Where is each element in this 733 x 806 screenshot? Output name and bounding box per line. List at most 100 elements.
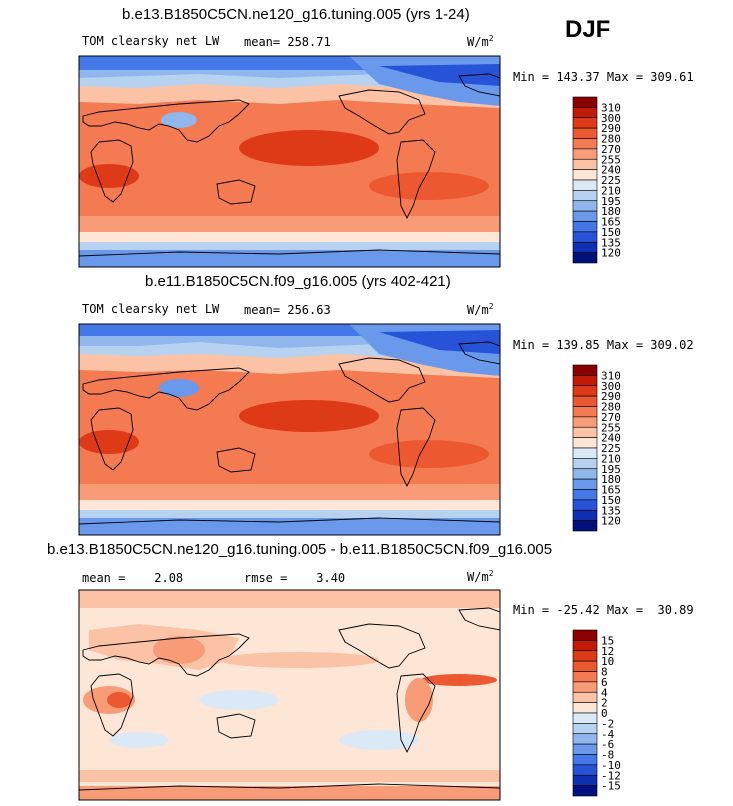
colorbar-swatch — [572, 660, 598, 672]
panel2-units: W/m2 — [467, 302, 494, 317]
colorbar-swatch — [572, 785, 598, 797]
panel3-units: W/m2 — [467, 569, 494, 584]
panel1-colorbar-swatches — [572, 96, 598, 264]
colorbar-swatch — [572, 190, 598, 202]
colorbar-tick-label: 120 — [601, 247, 621, 260]
colorbar-swatch — [572, 127, 598, 139]
colorbar-swatch — [572, 96, 598, 108]
colorbar-swatch — [572, 241, 598, 253]
colorbar-tick-label: 225 — [601, 442, 621, 455]
colorbar-swatch — [572, 764, 598, 776]
colorbar-swatch — [572, 681, 598, 693]
colorbar-tick-label: -12 — [601, 769, 621, 782]
colorbar-swatch — [572, 148, 598, 160]
colorbar-swatch — [572, 169, 598, 181]
colorbar-swatch — [572, 509, 598, 521]
panel2-map — [78, 323, 501, 536]
colorbar-swatch — [572, 743, 598, 755]
colorbar-swatch — [572, 754, 598, 766]
colorbar-swatch — [572, 117, 598, 129]
colorbar-tick-label: 180 — [601, 205, 621, 218]
colorbar-swatch — [572, 629, 598, 641]
colorbar-tick-label: 10 — [601, 655, 614, 668]
colorbar-swatch — [572, 733, 598, 745]
panel1-colorbar-labels: 3103002902802702552402252101951801651501… — [601, 101, 621, 259]
panel3-rmse: rmse = 3.40 — [244, 571, 346, 585]
colorbar-swatch — [572, 375, 598, 387]
colorbar-tick-label: 150 — [601, 226, 621, 239]
colorbar-tick-label: -4 — [601, 728, 615, 741]
colorbar-tick-label: 290 — [601, 122, 621, 135]
panel1-mean: mean= 258.71 — [244, 35, 331, 49]
colorbar-swatch — [572, 478, 598, 490]
colorbar-swatch — [572, 458, 598, 470]
colorbar-tick-label: 0 — [601, 707, 608, 720]
panel3-title: b.e13.B1850C5CN.ne120_g16.tuning.005 - b… — [47, 541, 553, 558]
colorbar-tick-label: 4 — [601, 686, 608, 699]
colorbar-swatch — [572, 723, 598, 735]
colorbar-tick-label: 12 — [601, 645, 614, 658]
colorbar-swatch — [572, 138, 598, 150]
panel2-variable: TOM clearsky net LW — [82, 302, 220, 316]
colorbar-swatch — [572, 210, 598, 222]
colorbar-swatch — [572, 702, 598, 714]
colorbar-swatch — [572, 489, 598, 501]
colorbar-swatch — [572, 364, 598, 376]
colorbar-tick-label: 255 — [601, 153, 621, 166]
colorbar-tick-label: 300 — [601, 112, 621, 125]
colorbar-swatch — [572, 200, 598, 212]
colorbar-tick-label: 195 — [601, 195, 621, 208]
colorbar-tick-label: 300 — [601, 380, 621, 393]
colorbar-swatch — [572, 520, 598, 532]
colorbar-tick-label: -8 — [601, 749, 614, 762]
colorbar-swatch — [572, 221, 598, 233]
colorbar-tick-label: 240 — [601, 164, 621, 177]
colorbar-swatch — [572, 499, 598, 511]
colorbar-tick-label: 270 — [601, 411, 621, 424]
panel3-minmax: Min = -25.42 Max = 30.89 — [513, 603, 694, 617]
colorbar-tick-label: 6 — [601, 676, 608, 689]
colorbar-tick-label: 2 — [601, 697, 608, 710]
colorbar-swatch — [572, 426, 598, 438]
colorbar-tick-label: -6 — [601, 738, 614, 751]
colorbar-tick-label: 210 — [601, 452, 621, 465]
colorbar-swatch — [572, 447, 598, 459]
colorbar-tick-label: 290 — [601, 390, 621, 403]
colorbar-swatch — [572, 671, 598, 683]
colorbar-tick-label: 255 — [601, 421, 621, 434]
colorbar-tick-label: 280 — [601, 401, 621, 414]
colorbar-tick-label: 165 — [601, 216, 621, 229]
colorbar-tick-label: 210 — [601, 184, 621, 197]
panel1-map — [78, 55, 501, 268]
panel1-units: W/m2 — [467, 34, 494, 49]
panel2-title: b.e11.B1850C5CN.f09_g16.005 (yrs 402-421… — [145, 273, 451, 290]
colorbar-tick-label: 150 — [601, 494, 621, 507]
colorbar-tick-label: 310 — [601, 369, 621, 382]
colorbar-tick-label: 270 — [601, 143, 621, 156]
colorbar-swatch — [572, 107, 598, 119]
colorbar-tick-label: 135 — [601, 236, 621, 249]
colorbar-tick-label: 280 — [601, 133, 621, 146]
colorbar-swatch — [572, 650, 598, 662]
colorbar-swatch — [572, 712, 598, 724]
colorbar-swatch — [572, 774, 598, 786]
panel2-colorbar-swatches — [572, 364, 598, 532]
colorbar-swatch — [572, 231, 598, 243]
colorbar-swatch — [572, 385, 598, 397]
colorbar-tick-label: 225 — [601, 174, 621, 187]
colorbar-swatch — [572, 468, 598, 480]
season-label: DJF — [565, 16, 611, 43]
panel3-map — [78, 589, 501, 801]
panel3-mean: mean = 2.08 — [82, 571, 184, 585]
colorbar-swatch — [572, 640, 598, 652]
colorbar-tick-label: 135 — [601, 504, 621, 517]
colorbar-swatch — [572, 437, 598, 449]
colorbar-swatch — [572, 395, 598, 407]
panel2-mean: mean= 256.63 — [244, 303, 331, 317]
colorbar-tick-label: 8 — [601, 666, 608, 679]
panel2-colorbar: 3103002902802702552402252101951801651501… — [572, 364, 621, 532]
panel1-colorbar: 3103002902802702552402252101951801651501… — [572, 96, 621, 264]
panel1-variable: TOM clearsky net LW — [82, 34, 220, 48]
